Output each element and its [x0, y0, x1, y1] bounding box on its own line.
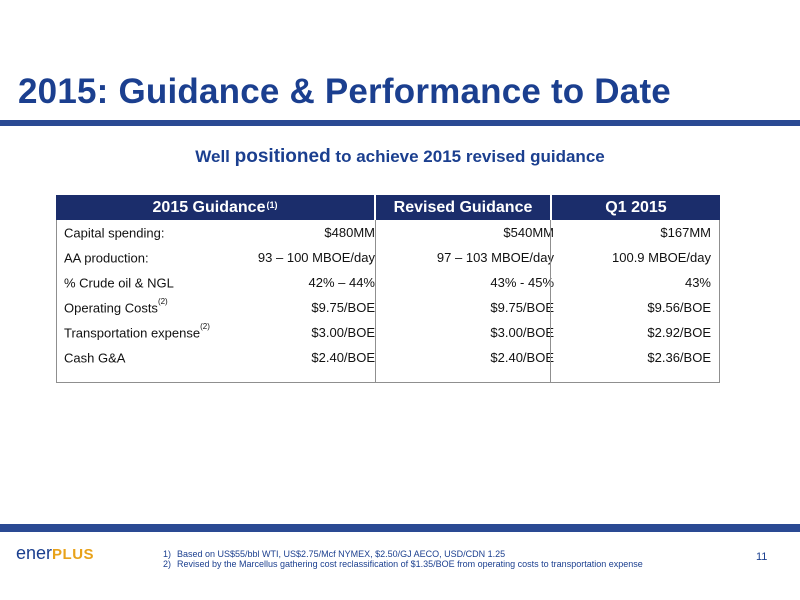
- header-guidance-label: 2015 Guidance: [152, 198, 266, 216]
- footnote-text: Based on US$55/bbl WTI, US$2.75/Mcf NYME…: [177, 549, 506, 559]
- cell-guidance: 93 – 100 MBOE/day: [257, 250, 375, 265]
- row-label: Capital spending:: [57, 225, 220, 240]
- row-label: Operating Costs(2): [57, 296, 220, 316]
- logo-text-ener: ener: [16, 543, 53, 563]
- footnote-text: Revised by the Marcellus gathering cost …: [177, 559, 643, 569]
- row-label-text: AA production:: [64, 250, 149, 266]
- cell-q1: $167MM: [660, 225, 711, 240]
- table-row: Operating Costs(2) $9.75/BOE $9.75/BOE $…: [57, 295, 719, 320]
- cell-guidance: 42% – 44%: [308, 275, 376, 290]
- guidance-table: 2015 Guidance (1) Revised Guidance Q1 201…: [56, 195, 720, 383]
- row-label: Transportation expense(2): [57, 321, 220, 341]
- cell-revised: $9.75/BOE: [490, 300, 554, 315]
- row-label-text: Capital spending:: [64, 225, 165, 241]
- footer-divider: [0, 524, 800, 532]
- footnotes: 1) Based on US$55/bbl WTI, US$2.75/Mcf NY…: [163, 549, 643, 569]
- row-label: AA production:: [57, 250, 220, 265]
- column-divider: [375, 220, 376, 382]
- row-label-text: Transportation expense: [64, 325, 201, 341]
- cell-revised: $2.40/BOE: [490, 350, 554, 365]
- row-label-text: Cash G&A: [64, 350, 126, 366]
- row-label: % Crude oil & NGL: [57, 275, 220, 290]
- footnote: 1) Based on US$55/bbl WTI, US$2.75/Mcf NY…: [163, 549, 643, 559]
- subtitle-emphasis: positioned: [234, 146, 331, 167]
- cell-guidance: $9.75/BOE: [311, 300, 375, 315]
- row-label-text: Operating Costs: [64, 300, 158, 316]
- footnote-number: 1): [163, 549, 172, 559]
- logo-text-plus: PLUS: [52, 546, 95, 563]
- footnote-number: 2): [163, 559, 172, 569]
- table-row: Cash G&A $2.40/BOE $2.40/BOE $2.36/BOE: [57, 345, 719, 370]
- row-label-text: % Crude oil & NGL: [64, 275, 174, 291]
- table-row: % Crude oil & NGL 42% – 44% 43% - 45% 43…: [57, 270, 719, 295]
- row-footnote: (2): [157, 296, 168, 306]
- row-footnote: (2): [200, 321, 210, 331]
- cell-guidance: $480MM: [324, 225, 375, 240]
- subtitle-post: to achieve 2015 revised guidance: [330, 147, 605, 166]
- header-guidance: 2015 Guidance (1): [56, 195, 376, 220]
- table-row: Capital spending: $480MM $540MM $167MM: [57, 220, 719, 245]
- cell-revised: $3.00/BOE: [490, 325, 554, 340]
- subtitle-pre: Well: [195, 147, 235, 166]
- enerplus-logo: enerPLUS: [16, 543, 94, 564]
- subtitle: Well positioned to achieve 2015 revised …: [0, 146, 800, 168]
- cell-guidance: $2.40/BOE: [311, 350, 375, 365]
- header-revised: Revised Guidance: [376, 195, 552, 220]
- table-body: Capital spending: $480MM $540MM $167MM A…: [56, 220, 720, 383]
- cell-revised: 97 – 103 MBOE/day: [436, 250, 554, 265]
- footnote: 2) Revised by the Marcellus gathering cos…: [163, 559, 643, 569]
- cell-q1: 100.9 MBOE/day: [612, 250, 711, 265]
- header-q1: Q1 2015: [605, 198, 667, 216]
- header-guidance-footnote: (1): [266, 199, 278, 210]
- cell-q1: $2.36/BOE: [647, 350, 711, 365]
- table-header: 2015 Guidance (1) Revised Guidance Q1 201…: [56, 195, 720, 220]
- cell-guidance: $3.00/BOE: [311, 325, 375, 340]
- table-row: Transportation expense(2) $3.00/BOE $3.0…: [57, 320, 719, 345]
- title-divider: [0, 120, 800, 126]
- column-divider: [550, 220, 551, 382]
- page-title: 2015: Guidance & Performance to Date: [18, 72, 671, 111]
- cell-revised: $540MM: [503, 225, 554, 240]
- table-row: AA production: 93 – 100 MBOE/day 97 – 10…: [57, 245, 719, 270]
- cell-revised: 43% - 45%: [490, 275, 554, 290]
- cell-q1: $2.92/BOE: [647, 325, 711, 340]
- row-label: Cash G&A: [57, 350, 220, 365]
- cell-q1: $9.56/BOE: [647, 300, 711, 315]
- cell-q1: 43%: [684, 275, 711, 290]
- page-number: 11: [756, 551, 768, 563]
